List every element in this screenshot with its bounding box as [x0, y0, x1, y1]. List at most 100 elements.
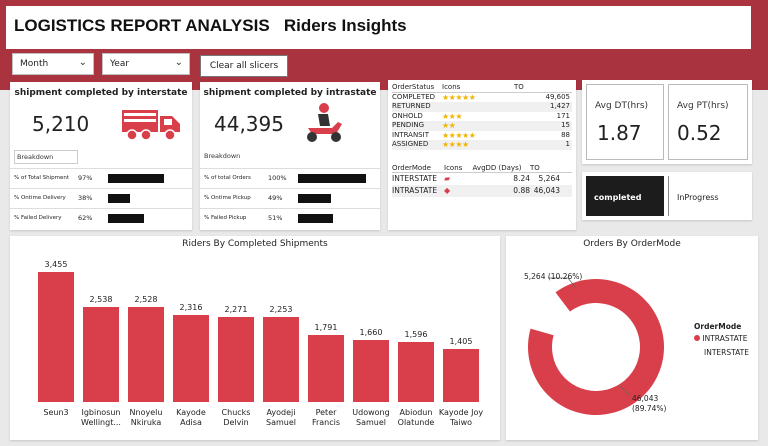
bar-category-label: Udowong Samuel	[352, 408, 390, 427]
bar[interactable]	[83, 306, 119, 402]
mode-avgdd: 8.24	[513, 174, 530, 183]
bar[interactable]	[398, 341, 434, 402]
intrastate-row-bar	[298, 174, 366, 183]
bar[interactable]	[173, 314, 209, 402]
status-to: 1,427	[549, 102, 570, 110]
bar-value-label: 1,405	[449, 337, 473, 347]
mode-to: 46,043	[533, 186, 560, 195]
status-name: ASSIGNED	[392, 140, 429, 148]
inprogress-toggle[interactable]: InProgress	[668, 176, 748, 216]
interstate-breakdown-row: % Failed Delivery 62%	[10, 208, 192, 228]
page-title: LOGISTICS REPORT ANALYSIS Riders Insight…	[14, 16, 407, 35]
bar[interactable]	[218, 316, 254, 402]
bar-category-label: Kayode Adisa	[176, 408, 206, 427]
bar-value-label: 2,528	[134, 294, 158, 304]
status-table-header: OrderStatus Icons TO	[392, 83, 572, 93]
scooter-rider-icon	[307, 103, 342, 142]
mode-row: INTRASTATE ◆ 0.88 46,043	[392, 185, 572, 197]
status-row: INTRANSIT ★★★★★ 88	[392, 131, 572, 141]
mode-header-avgdd: AvgDD (Days)	[472, 163, 522, 172]
bar-category-label: Igbinosun Wellingt...	[81, 408, 121, 427]
car-icon: ◆	[444, 186, 451, 195]
bar[interactable]	[38, 272, 74, 402]
bar[interactable]	[443, 349, 479, 402]
donut-leader-top-2	[567, 277, 577, 289]
interstate-breakdown-label: Breakdown	[14, 150, 78, 164]
bar[interactable]	[128, 306, 164, 402]
bar-value-label: 2,538	[89, 294, 113, 304]
bar[interactable]	[263, 317, 299, 402]
intrastate-row-pct: 100%	[268, 174, 287, 182]
donut-legend-intrastate: INTRASTATE	[694, 334, 747, 343]
title-box	[6, 6, 751, 49]
month-slicer[interactable]: Month ⌄	[12, 53, 94, 75]
donut-slice-interstate[interactable]	[530, 291, 571, 336]
mode-row: INTERSTATE ▰ 8.24 5,264	[392, 173, 572, 185]
bar-value-label: 2,316	[179, 302, 203, 312]
status-to: 15	[561, 121, 570, 129]
mode-header-to: TO	[530, 163, 540, 172]
bar-value-label: 2,253	[269, 305, 293, 315]
mode-to: 5,264	[538, 174, 560, 183]
status-row: ONHOLD ★★★ 171	[392, 112, 572, 122]
status-name: COMPLETED	[392, 92, 436, 101]
intrastate-breakdown: % of total Orders 100% % Ontime Pickup 49%%…	[200, 168, 380, 228]
intrastate-row-label: % Ontime Pickup	[204, 195, 251, 201]
bar-category-label: Kayode Joy Taiwo	[438, 408, 484, 427]
avg-dt-value: 1.87	[597, 121, 642, 145]
bar-category-label: Ayodeji Samuel	[266, 408, 296, 427]
donut-legend-title: OrderMode	[694, 322, 742, 331]
intrastate-breakdown-row: % Ontime Pickup 49%	[200, 188, 380, 208]
bar-chart-title: Riders By Completed Shipments	[182, 239, 328, 249]
status-name: INTRANSIT	[392, 130, 429, 139]
donut-slice-intrastate[interactable]	[528, 279, 664, 415]
interstate-row-bar	[108, 174, 164, 183]
kpi-card: Avg DT(hrs) 1.87 Avg PT(hrs) 0.52	[582, 80, 752, 164]
avg-dt-box: Avg DT(hrs) 1.87	[586, 84, 664, 160]
truck-icon	[122, 110, 180, 141]
bar-category-label: Nnoyelu Nkiruka	[129, 408, 163, 427]
legend-swatch-icon	[694, 335, 700, 341]
star-rating-icon: ★★★★	[442, 140, 469, 149]
legend-label-intrastate: INTRASTATE	[702, 334, 748, 343]
bar[interactable]	[308, 334, 344, 402]
interstate-row-pct: 38%	[78, 194, 93, 202]
avg-dt-label: Avg DT(hrs)	[595, 101, 649, 111]
status-to: 49,605	[545, 92, 571, 101]
interstate-row-label: % Failed Delivery	[14, 215, 62, 221]
status-name: ONHOLD	[392, 111, 423, 120]
chevron-down-icon: ⌄	[174, 57, 183, 68]
interstate-breakdown-row: % Ontime Delivery 38%	[10, 188, 192, 208]
star-rating-icon: ★★★★★	[442, 92, 476, 102]
completed-toggle[interactable]: completed	[586, 176, 664, 216]
bar[interactable]	[353, 339, 389, 402]
interstate-row-label: % Ontime Delivery	[14, 195, 66, 201]
interstate-row-pct: 62%	[78, 214, 93, 222]
bar-value-label: 1,660	[359, 327, 383, 337]
status-name: PENDING	[392, 121, 424, 129]
chevron-down-icon: ⌄	[78, 57, 87, 68]
status-header-to: TO	[514, 83, 524, 91]
status-row: PENDING ★★ 15	[392, 121, 572, 131]
bar-value-label: 3,455	[44, 260, 68, 269]
intrastate-breakdown-row: % of total Orders 100%	[200, 168, 380, 188]
intrastate-row-label: % Failed Pickup	[204, 215, 247, 221]
clear-slicers-button[interactable]: Clear all slicers	[200, 55, 288, 77]
interstate-value: 5,210	[32, 112, 90, 136]
bar-category-label: Peter Francis	[311, 408, 341, 427]
interstate-row-bar	[108, 214, 144, 223]
donut-leader-bottom	[619, 385, 631, 397]
star-rating-icon	[442, 102, 514, 112]
status-to: 88	[561, 130, 570, 139]
donut-label-interstate: 5,264 (10.26%)	[524, 272, 583, 281]
intrastate-card: shipment completed by intrastate 44,395 …	[200, 82, 380, 230]
interstate-card-title: shipment completed by interstate	[14, 88, 188, 98]
interstate-breakdown: % of Total Shipment 97% % Ontime Delivery 3…	[10, 168, 192, 228]
avg-pt-value: 0.52	[677, 121, 722, 145]
status-header-icons: Icons	[442, 83, 461, 91]
riders-bar-chart-card: Riders By Completed Shipments 3,455 Seun3…	[10, 236, 500, 440]
year-slicer[interactable]: Year ⌄	[102, 53, 190, 75]
mode-header-ordermode: OrderMode	[392, 163, 431, 172]
donut-legend-interstate: INTERSTATE	[704, 348, 749, 357]
status-row: COMPLETED ★★★★★ 49,605	[392, 93, 572, 103]
